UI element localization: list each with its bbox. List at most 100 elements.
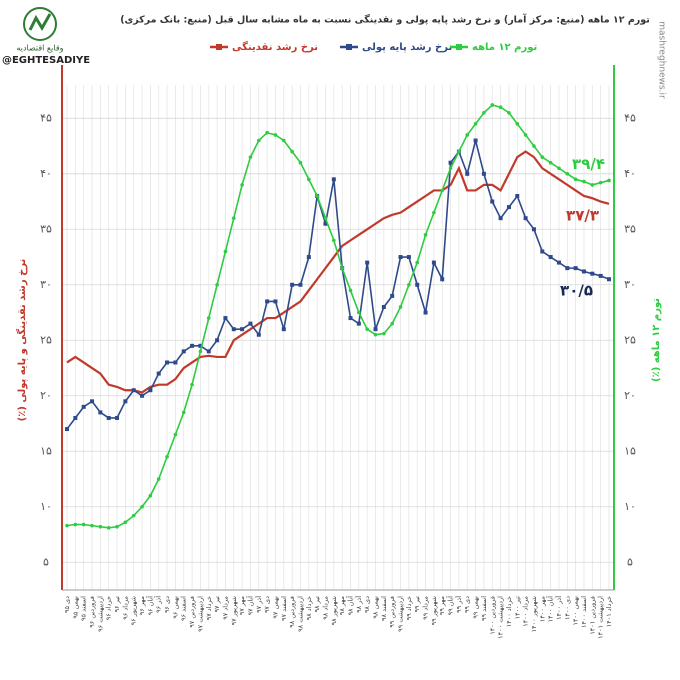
watermark: mashreghnews.ir bbox=[657, 21, 667, 99]
x-tick-label: اردیبهشت ۹۸ bbox=[296, 596, 304, 632]
point bbox=[265, 130, 269, 135]
point bbox=[115, 415, 120, 420]
y2-axis-label: تورم ۱۲ ماهه (٪) bbox=[651, 298, 662, 382]
x-tick-label: تیر ۱۴۰۰ bbox=[513, 596, 521, 620]
x-tick-label: بهمن ۹۶ bbox=[171, 596, 179, 619]
point bbox=[81, 404, 86, 409]
point bbox=[156, 371, 161, 376]
point bbox=[131, 513, 136, 518]
end-annotation: ۳۰/۵ bbox=[560, 282, 593, 300]
point bbox=[490, 103, 495, 107]
point bbox=[73, 522, 78, 527]
x-tick-label: خرداد ۹۸ bbox=[305, 596, 313, 620]
point bbox=[115, 524, 119, 529]
point bbox=[140, 393, 145, 398]
point bbox=[540, 155, 545, 159]
x-tick-label: خرداد ۱۴۰۰ bbox=[505, 596, 513, 627]
x-tick-label: مهر ۹۹ bbox=[438, 596, 446, 615]
point bbox=[198, 349, 203, 354]
point bbox=[557, 166, 561, 171]
point bbox=[165, 360, 170, 365]
y-tick-label: ۳۵ bbox=[40, 222, 52, 235]
y-tick-label: ۱۰ bbox=[40, 500, 52, 513]
point bbox=[482, 110, 486, 115]
point bbox=[565, 266, 570, 271]
point bbox=[390, 321, 395, 326]
legend-swatch-marker bbox=[346, 44, 352, 50]
point bbox=[473, 122, 478, 126]
point bbox=[415, 260, 420, 265]
y2-tick-label: ۳۵ bbox=[624, 222, 636, 235]
point bbox=[332, 238, 336, 243]
point bbox=[431, 260, 436, 265]
point bbox=[298, 160, 303, 165]
point bbox=[565, 171, 570, 176]
x-tick-label: تیر ۹۹ bbox=[413, 596, 421, 613]
point bbox=[506, 205, 511, 210]
point bbox=[273, 299, 278, 304]
point bbox=[98, 410, 103, 415]
point bbox=[515, 193, 520, 198]
point bbox=[448, 160, 453, 165]
point bbox=[190, 382, 194, 387]
point bbox=[523, 216, 528, 221]
point bbox=[181, 349, 186, 354]
point bbox=[240, 327, 245, 332]
point bbox=[190, 343, 195, 348]
x-tick-label: مهر ۹۶ bbox=[138, 596, 146, 615]
point bbox=[306, 255, 311, 260]
x-tick-label: اسفند ۱۴۰۰ bbox=[580, 596, 588, 628]
legend-label: نرخ رشد نقدینگی bbox=[232, 40, 318, 53]
point bbox=[382, 331, 386, 336]
point bbox=[573, 266, 578, 271]
x-tick-label: آبان ۹۹ bbox=[446, 595, 455, 616]
point bbox=[373, 327, 378, 332]
y2-tick-label: ۱۵ bbox=[624, 444, 636, 457]
point bbox=[331, 177, 336, 182]
x-tick-label: تیر ۹۶ bbox=[113, 596, 121, 613]
point bbox=[298, 282, 303, 287]
x-tick-label: اسفند ۹۸ bbox=[380, 596, 388, 621]
x-tick-label: آبان ۹۸ bbox=[346, 595, 355, 616]
point bbox=[231, 327, 236, 332]
point bbox=[598, 180, 603, 185]
logo-name: وقایع اقتصادیه bbox=[16, 44, 63, 53]
point bbox=[590, 183, 595, 187]
point bbox=[356, 321, 361, 326]
y2-tick-label: ۲۵ bbox=[624, 333, 636, 346]
series-line bbox=[66, 104, 610, 529]
x-tick-label: اسفند ۹۵ bbox=[80, 596, 88, 621]
x-tick-label: بهمن ۹۷ bbox=[271, 596, 279, 619]
x-tick-label: دی ۹۷ bbox=[263, 596, 271, 613]
point bbox=[198, 343, 203, 348]
point bbox=[73, 415, 78, 420]
x-tick-label: مرداد ۹۸ bbox=[321, 596, 329, 620]
point bbox=[581, 269, 586, 274]
point bbox=[348, 316, 353, 321]
x-tick-label: دی ۹۹ bbox=[463, 596, 471, 613]
point bbox=[390, 293, 395, 298]
point bbox=[256, 138, 261, 143]
x-tick-label: اسفند ۹۹ bbox=[480, 596, 488, 621]
x-tick-label: فروردین ۱۴۰۱ bbox=[588, 596, 596, 635]
point bbox=[498, 216, 503, 221]
point bbox=[348, 288, 353, 293]
chart-title: تورم ۱۲ ماهه (منبع: مرکز آمار) و نرخ رشد… bbox=[120, 13, 650, 26]
y-tick-label: ۳۰ bbox=[40, 278, 52, 291]
x-tick-label: آبان ۹۷ bbox=[245, 595, 254, 616]
x-tick-label: مرداد ۹۷ bbox=[221, 596, 229, 620]
y2-tick-label: ۴۵ bbox=[624, 111, 636, 124]
logo-mark bbox=[28, 13, 52, 31]
point bbox=[248, 321, 253, 326]
point bbox=[290, 282, 295, 287]
point bbox=[156, 477, 161, 481]
y-tick-label: ۲۵ bbox=[40, 333, 52, 346]
point bbox=[515, 122, 520, 126]
point bbox=[81, 522, 86, 527]
point bbox=[532, 144, 536, 148]
y-tick-label: ۴۰ bbox=[40, 167, 52, 180]
x-tick-label: تیر ۹۸ bbox=[313, 596, 321, 613]
point bbox=[406, 255, 411, 260]
point bbox=[123, 520, 128, 525]
point bbox=[490, 199, 495, 204]
